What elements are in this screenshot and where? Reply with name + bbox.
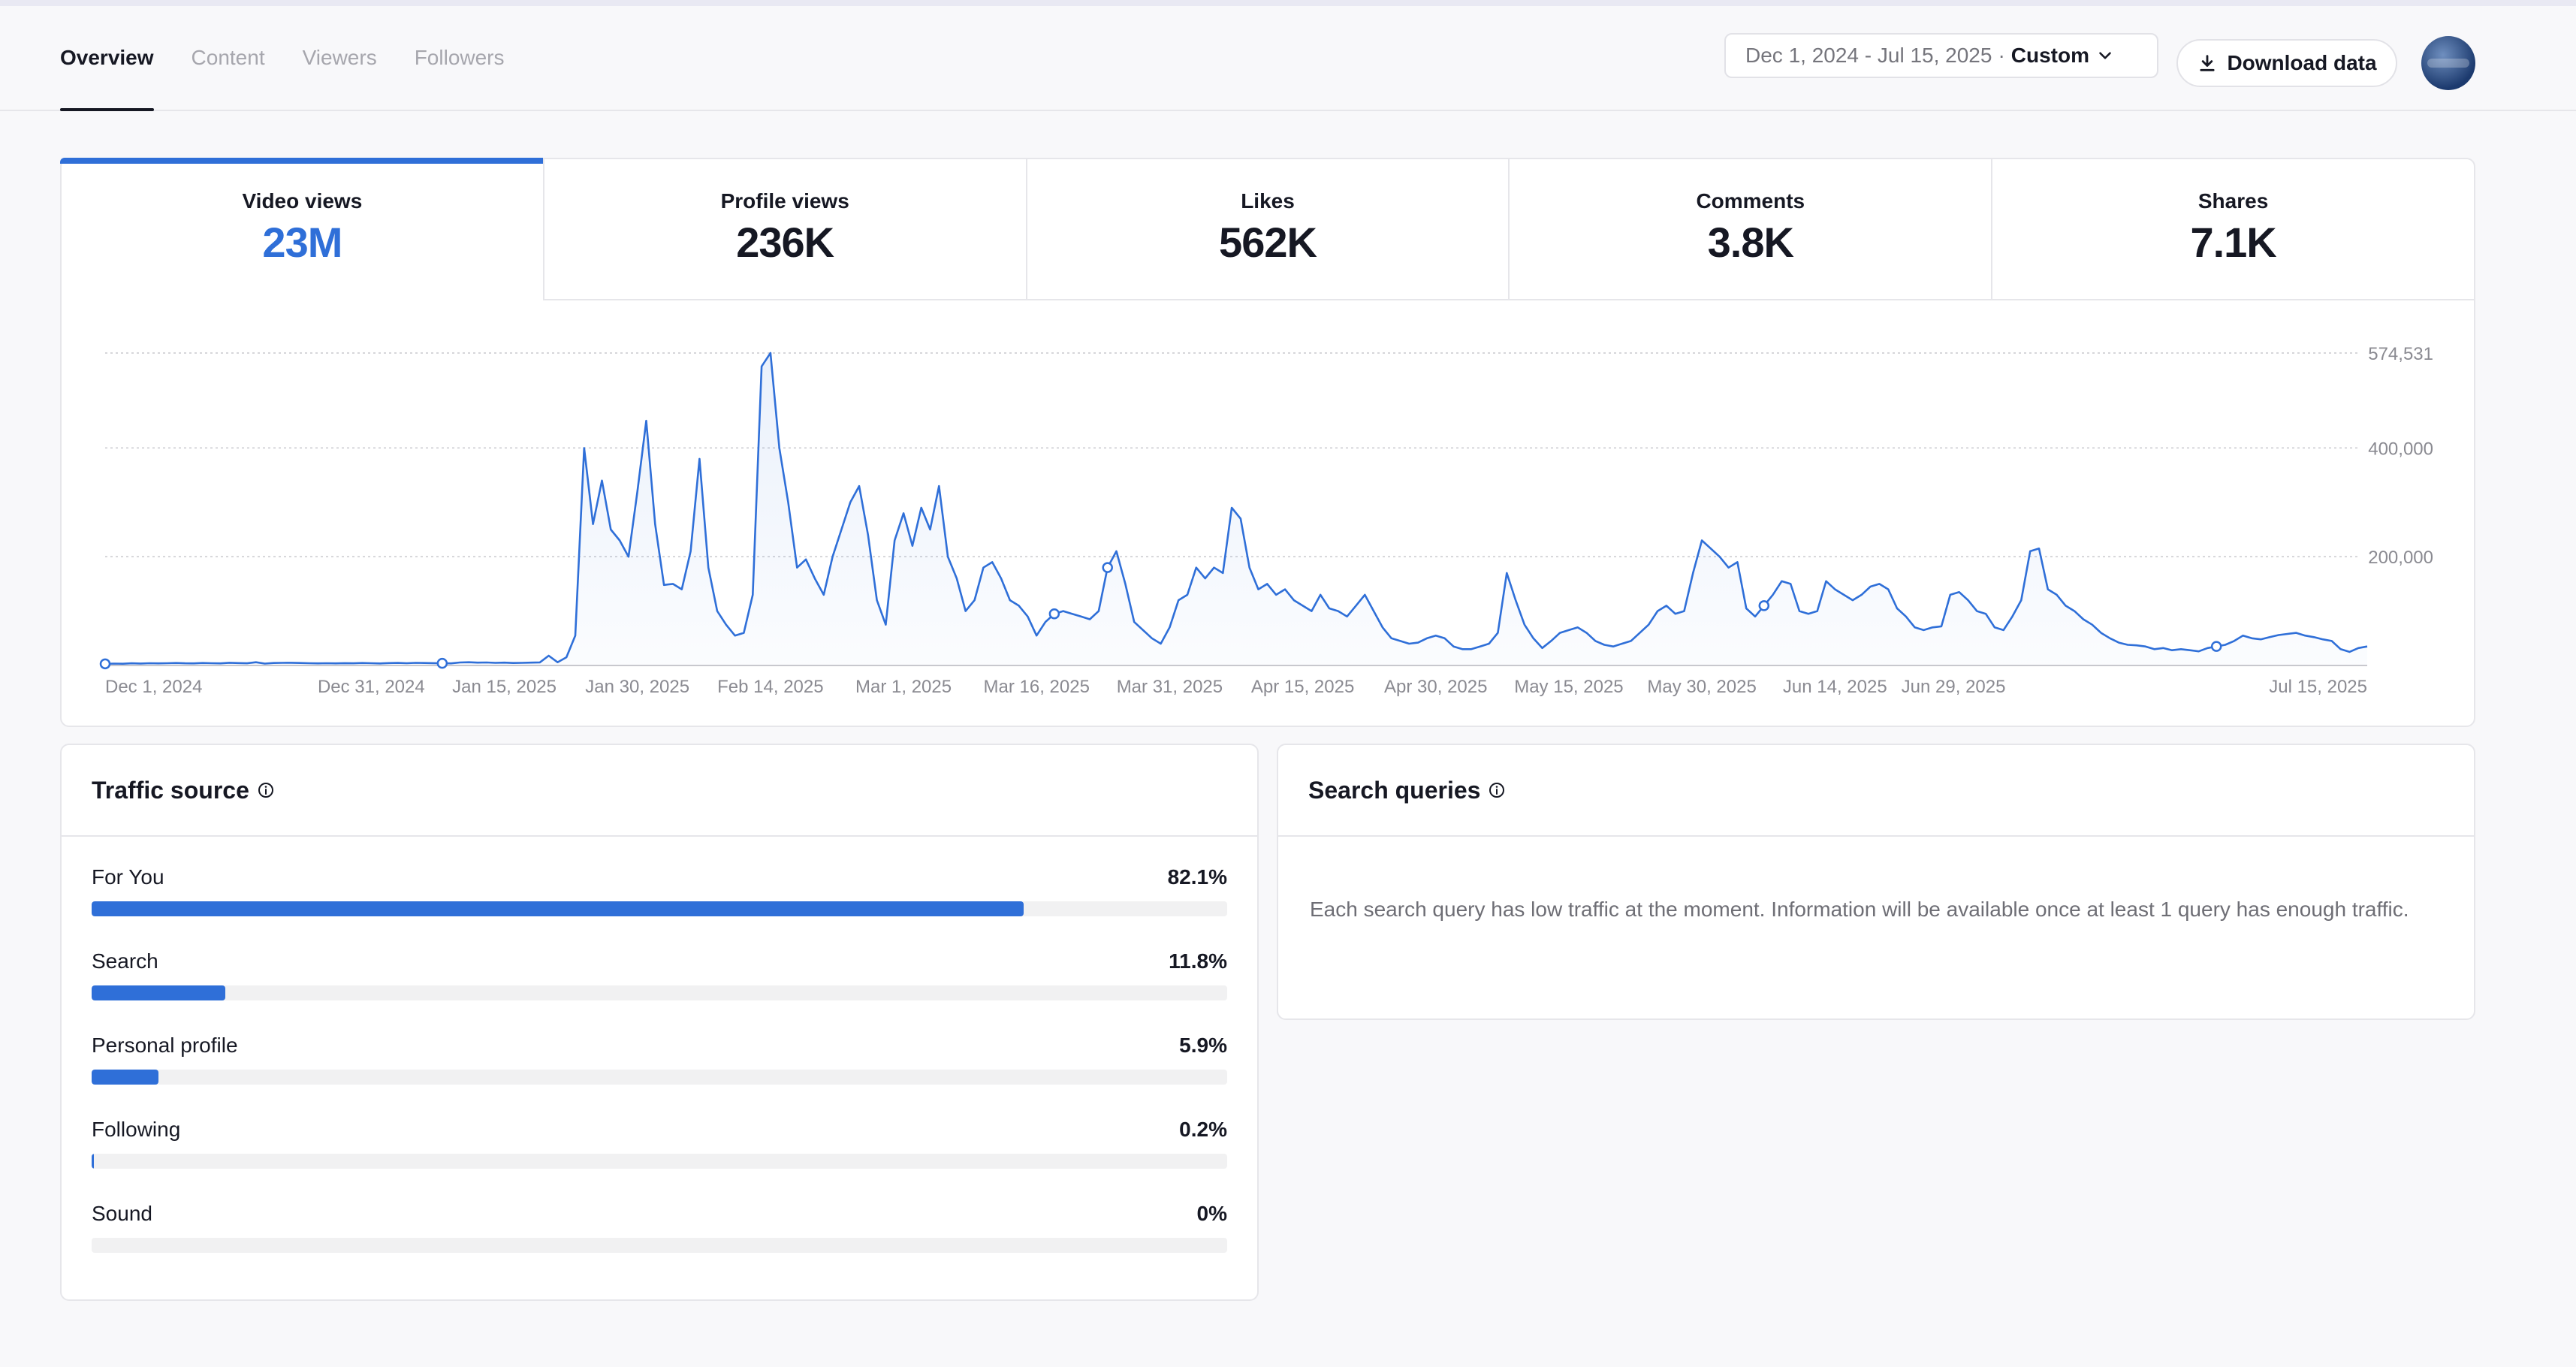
traffic-source-name: Sound (92, 1202, 152, 1225)
progress-track (92, 985, 1227, 1000)
x-tick-label: Mar 16, 2025 (984, 677, 1090, 697)
traffic-source-title-text: Traffic source (92, 776, 249, 804)
data-point (1758, 600, 1770, 611)
x-tick-label: Jan 30, 2025 (585, 677, 689, 697)
x-tick-label: Jun 14, 2025 (1783, 677, 1887, 697)
metric-tab-video-views[interactable]: Video views 23M (60, 158, 544, 300)
x-tick-label: Mar 1, 2025 (855, 677, 952, 697)
date-range-dropdown[interactable]: Dec 1, 2024 - Jul 15, 2025 · Custom (1724, 33, 2158, 78)
x-tick-label: Feb 14, 2025 (717, 677, 823, 697)
traffic-source-card: Traffic source For You 82.1% Search 11.8… (60, 744, 1259, 1301)
avatar[interactable] (2421, 36, 2475, 90)
x-tick-label: Dec 1, 2024 (105, 677, 202, 697)
progress-fill (92, 985, 226, 1000)
divider (1278, 835, 2474, 837)
x-tick-label: Apr 15, 2025 (1251, 677, 1354, 697)
y-tick-label: 574,531 (2368, 344, 2433, 364)
x-tick-label: Apr 30, 2025 (1384, 677, 1487, 697)
tab-followers[interactable]: Followers (414, 46, 505, 69)
progress-fill (92, 1070, 159, 1085)
video-views-chart: 574,531 400,000 200,000 Dec 1, 2024 Dec 31, … (99, 344, 2433, 697)
y-tick-label: 200,000 (2368, 548, 2433, 568)
date-range-text: Dec 1, 2024 - Jul 15, 2025 (1745, 44, 1992, 67)
traffic-source-name: Following (92, 1118, 181, 1141)
metric-value: 23M (262, 219, 342, 266)
x-tick-label: Dec 31, 2024 (318, 677, 425, 697)
search-queries-title: Search queries (1308, 745, 1506, 835)
traffic-source-name: Personal profile (92, 1034, 238, 1057)
data-point (2210, 641, 2222, 652)
page-header: Overview Content Viewers Followers Dec 1… (0, 6, 2576, 111)
series-line (104, 352, 2368, 665)
area-fill (105, 353, 2367, 665)
traffic-source-percent: 0.2% (1179, 1118, 1227, 1141)
metric-label: Likes (1241, 189, 1295, 213)
chevron-down-icon (2099, 52, 2111, 59)
tab-overview[interactable]: Overview (60, 6, 154, 111)
tab-viewers[interactable]: Viewers (302, 46, 377, 69)
metric-tab-comments[interactable]: Comments 3.8K (1510, 159, 1993, 300)
data-point (436, 657, 448, 669)
top-border (0, 0, 2576, 6)
data-point (1102, 562, 1113, 573)
info-icon[interactable] (257, 781, 275, 799)
date-mode-label: Custom (2010, 44, 2090, 67)
traffic-source-name: For You (92, 865, 164, 889)
info-icon[interactable] (1488, 781, 1506, 799)
metric-tabs: Video views 23M Profile views 236K Likes… (60, 158, 2474, 300)
x-tick-label: Jul 15, 2025 (2269, 677, 2367, 697)
download-label: Download data (2227, 51, 2377, 74)
progress-track (92, 1238, 1227, 1253)
tab-content[interactable]: Content (191, 46, 265, 69)
search-queries-title-text: Search queries (1308, 776, 1481, 804)
metric-value: 562K (1219, 219, 1317, 266)
progress-track (92, 901, 1227, 916)
traffic-source-percent: 0% (1196, 1202, 1227, 1225)
avatar-logo-band (2427, 59, 2469, 68)
progress-fill (92, 1154, 95, 1169)
date-separator: · (1998, 44, 2005, 67)
metric-label: Profile views (720, 189, 849, 213)
traffic-source-title: Traffic source (92, 745, 275, 835)
traffic-source-percent: 82.1% (1167, 865, 1227, 889)
metric-tab-profile-views[interactable]: Profile views 236K (544, 159, 1027, 300)
traffic-source-percent: 11.8% (1169, 949, 1227, 973)
divider (62, 835, 1257, 837)
metric-label: Shares (2197, 189, 2269, 213)
metrics-card: Video views 23M Profile views 236K Likes… (60, 158, 2475, 727)
x-tick-label: May 30, 2025 (1647, 677, 1756, 697)
x-tick-label: Jun 29, 2025 (1902, 677, 2006, 697)
progress-track (92, 1154, 1227, 1169)
metric-label: Video views (242, 189, 363, 213)
data-point (1048, 608, 1060, 620)
progress-fill (92, 901, 1024, 916)
search-queries-message: Each search query has low traffic at the… (1310, 898, 2409, 921)
data-point (99, 658, 111, 670)
x-tick-label: Mar 31, 2025 (1117, 677, 1223, 697)
metric-tab-shares[interactable]: Shares 7.1K (1992, 159, 2474, 300)
download-icon (2200, 55, 2216, 71)
download-data-button[interactable]: Download data (2176, 39, 2397, 87)
progress-track (92, 1070, 1227, 1085)
metric-value: 236K (736, 219, 834, 266)
metric-value: 3.8K (1707, 219, 1794, 266)
metric-tab-likes[interactable]: Likes 562K (1027, 159, 1510, 300)
metric-label: Comments (1696, 189, 1805, 213)
traffic-source-percent: 5.9% (1179, 1034, 1227, 1057)
x-tick-label: May 15, 2025 (1514, 677, 1623, 697)
metric-value: 7.1K (2190, 219, 2276, 266)
y-tick-label: 400,000 (2368, 439, 2433, 459)
traffic-source-name: Search (92, 949, 158, 973)
x-tick-label: Jan 15, 2025 (452, 677, 557, 697)
tab-bar: Overview Content Viewers Followers (60, 6, 505, 111)
search-queries-card: Search queries Each search query has low… (1277, 744, 2475, 1020)
